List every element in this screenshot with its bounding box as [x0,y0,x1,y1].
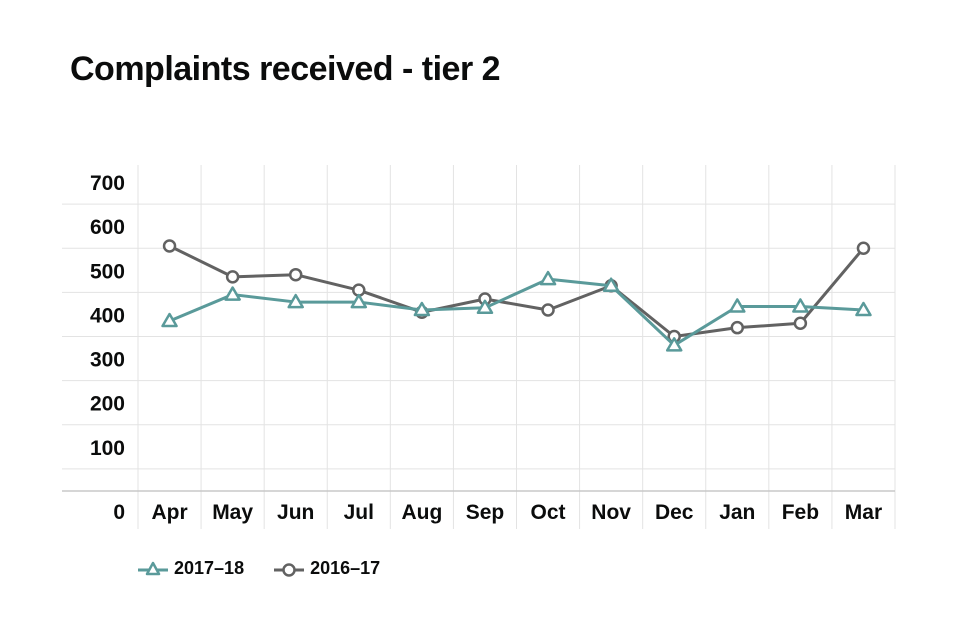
series-line [168,244,865,338]
data-point-circle [162,239,177,253]
data-point-circle [730,320,745,335]
x-tick-label: May [212,501,253,524]
data-point-triangle [729,298,746,313]
x-tick-label: Sep [466,501,505,524]
data-point-triangle [539,270,557,286]
data-point-triangle [350,293,368,309]
data-point-circle [541,303,555,317]
legend-label-series-1: 2017–18 [174,558,245,578]
x-tick-label: Mar [845,501,882,524]
grid-lines [62,165,896,529]
data-point-triangle [476,299,494,315]
data-point-circle [793,316,808,331]
x-tick-label: Dec [655,501,694,524]
series-layer [161,239,872,352]
data-point-triangle [224,286,241,301]
x-tick-label: Jun [277,501,314,524]
y-tick-label: 400 [90,304,125,327]
y-tick-label: 100 [90,437,125,460]
y-tick-label: 500 [90,260,125,283]
x-tick-label: Aug [401,501,442,524]
x-tick-label: Jan [719,501,755,524]
x-axis-labels: Apr May Jun Jul Aug Sep Oct Nov Dec Jan Feb Mar [151,501,882,524]
series-line [168,277,864,347]
chart-title: Complaints received - tier 2 [70,50,501,88]
data-point-triangle [287,293,304,309]
legend-item-series-1: 2017–18 [138,558,244,579]
data-point-triangle [792,298,809,313]
x-tick-label: Nov [591,501,631,524]
legend-swatch-circle [274,562,305,577]
x-tick-label: Jul [344,501,374,524]
data-point-triangle [855,301,872,317]
x-tick-label: Oct [531,501,566,524]
legend: 2017–18 2016–17 [138,558,380,579]
y-tick-label: 600 [90,216,125,239]
data-point-triangle [161,312,178,328]
legend-swatch-triangle [138,561,168,575]
data-point-triangle [413,301,431,317]
x-tick-label: Apr [151,501,187,524]
legend-item-series-2: 2016–17 [274,558,380,579]
y-tick-label: 700 [90,172,125,195]
y-tick-label: 0 [113,501,125,524]
data-point-triangle [602,277,620,292]
y-tick-label: 300 [90,349,125,372]
x-tick-label: Feb [782,501,819,524]
data-point-triangle [665,337,683,352]
series-2 [162,239,871,344]
series-1 [161,270,872,352]
data-point-circle [288,267,303,282]
y-axis-labels: 0 100 200 300 400 500 600 700 [90,172,125,524]
legend-label-series-2: 2016–17 [310,558,381,578]
data-point-circle [856,241,871,255]
data-point-circle [225,270,240,284]
y-tick-label: 200 [90,393,125,416]
